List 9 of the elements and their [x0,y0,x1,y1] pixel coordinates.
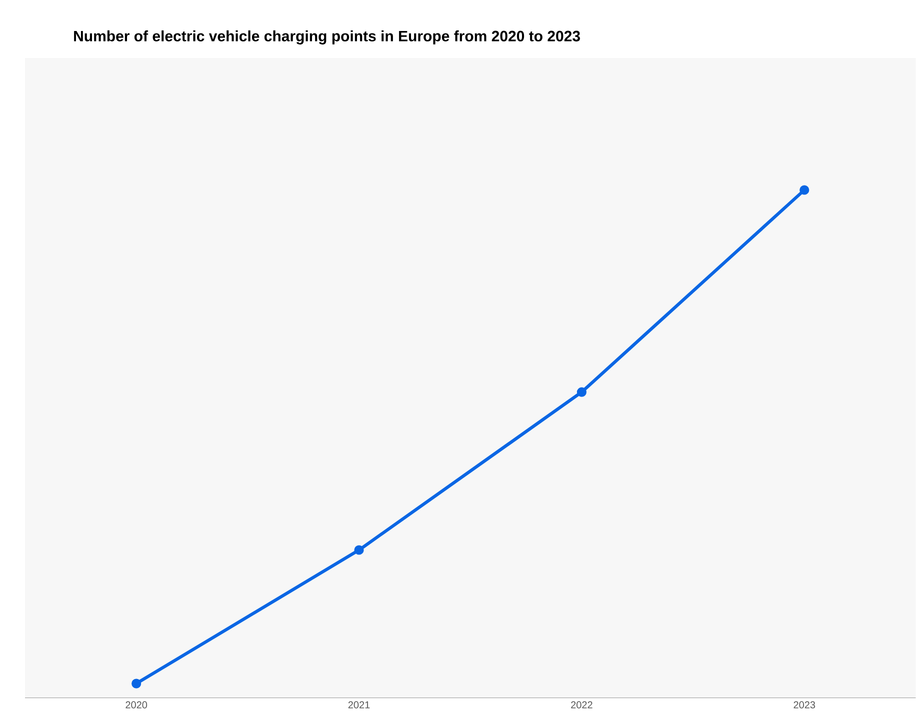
x-tick-label: 2020 [126,701,148,708]
point [354,545,364,555]
chart-title: Number of electric vehicle charging points in Europe from 2020 to 2023 [74,30,580,45]
x-tick-label: 2023 [794,701,816,708]
x-tick-label: 2021 [348,701,370,708]
point [800,185,810,195]
x-tick-label: 2022 [571,701,592,708]
point [132,678,142,688]
point [576,387,586,397]
